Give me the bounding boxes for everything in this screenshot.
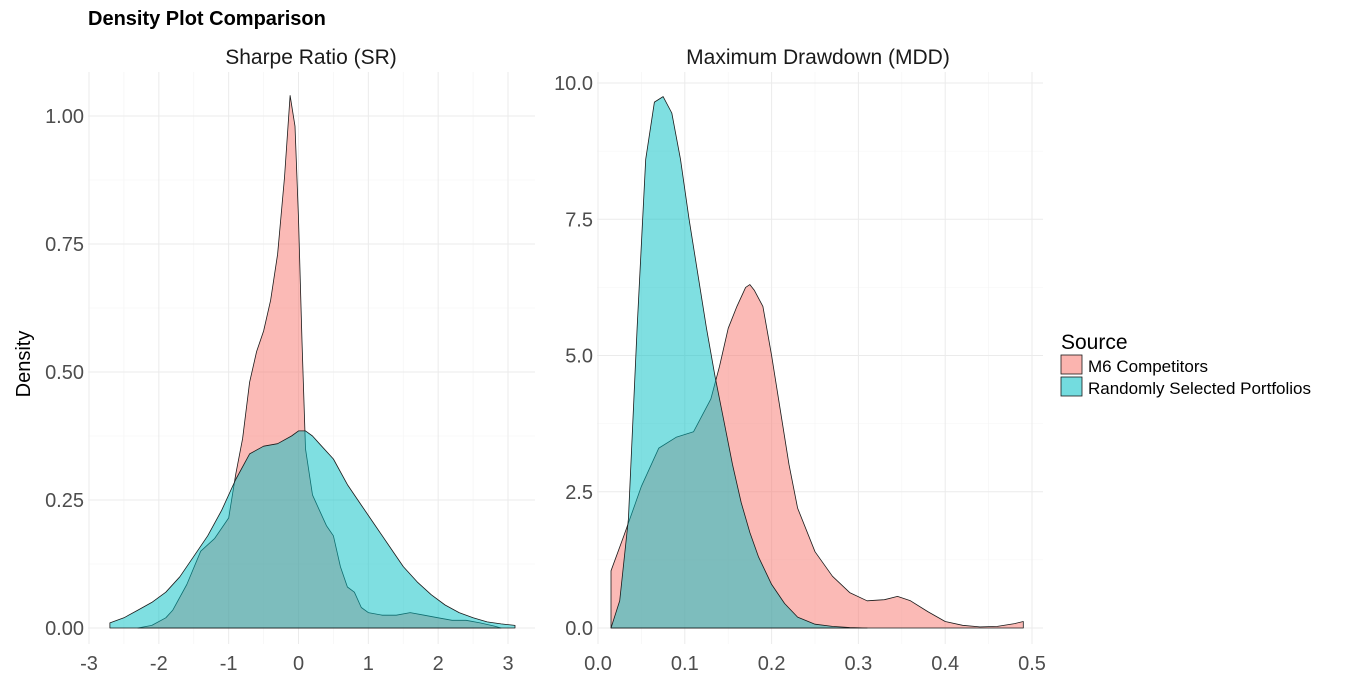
y-tick-label: 0.25 xyxy=(45,490,84,512)
y-tick-label: 1.00 xyxy=(45,106,84,128)
legend-key-m6-competitors xyxy=(1060,354,1083,375)
x-tick-label: 0.5 xyxy=(1018,653,1046,675)
y-tick-label: 0.0 xyxy=(565,618,593,640)
legend-title: Source xyxy=(1061,331,1128,354)
x-tick-label: 0.3 xyxy=(844,653,872,675)
x-tick-label: -1 xyxy=(220,653,238,675)
panel-sharpe-ratio: -3 -2 -1 0 1 2 3 0.00 0.25 0.50 0.75 1.00 Sharpe Rat… xyxy=(45,46,535,675)
x-tick-label: 0.0 xyxy=(584,653,612,675)
legend-key-randomly-selected-portfolios xyxy=(1060,376,1083,397)
y-tick-label: 5.0 xyxy=(565,346,593,368)
y-tick-label: 2.5 xyxy=(565,482,593,504)
x-tick-label: 2 xyxy=(433,653,444,675)
panel-title-maximum-drawdown: Maximum Drawdown (MDD) xyxy=(686,46,950,69)
x-tick-label: 0.1 xyxy=(671,653,699,675)
y-tick-label: 0.50 xyxy=(45,362,84,384)
y-tick-label: 0.75 xyxy=(45,234,84,256)
x-tick-label: 0 xyxy=(293,653,304,675)
y-tick-label: 0.00 xyxy=(45,618,84,640)
y-axis-label: Density xyxy=(13,331,35,398)
main-title: Density Plot Comparison xyxy=(88,8,326,30)
y-tick-label: 10.0 xyxy=(554,73,593,95)
x-tick-label: 0.4 xyxy=(931,653,959,675)
legend-label-m6-competitors: M6 Competitors xyxy=(1088,357,1208,376)
legend: Source M6 Competitors Randomly Selected … xyxy=(1060,331,1311,398)
x-tick-label: 0.2 xyxy=(758,653,786,675)
x-tick-label: -3 xyxy=(80,653,98,675)
x-tick-label: 3 xyxy=(502,653,513,675)
density-area-randomly-selected-portfolios-sharpe-ratio xyxy=(109,430,516,629)
panel-maximum-drawdown: 0.0 0.1 0.2 0.3 0.4 0.5 0.0 2.5 5.0 7.5 10.0 Maximu… xyxy=(554,46,1046,675)
legend-label-randomly-selected-portfolios: Randomly Selected Portfolios xyxy=(1088,379,1311,398)
x-tick-label: 1 xyxy=(363,653,374,675)
panel-title-sharpe-ratio: Sharpe Ratio (SR) xyxy=(225,46,397,69)
density-area-randomly-selected-portfolios-maximum-drawdown xyxy=(610,96,868,629)
x-tick-label: -2 xyxy=(150,653,168,675)
y-tick-label: 7.5 xyxy=(565,209,593,231)
